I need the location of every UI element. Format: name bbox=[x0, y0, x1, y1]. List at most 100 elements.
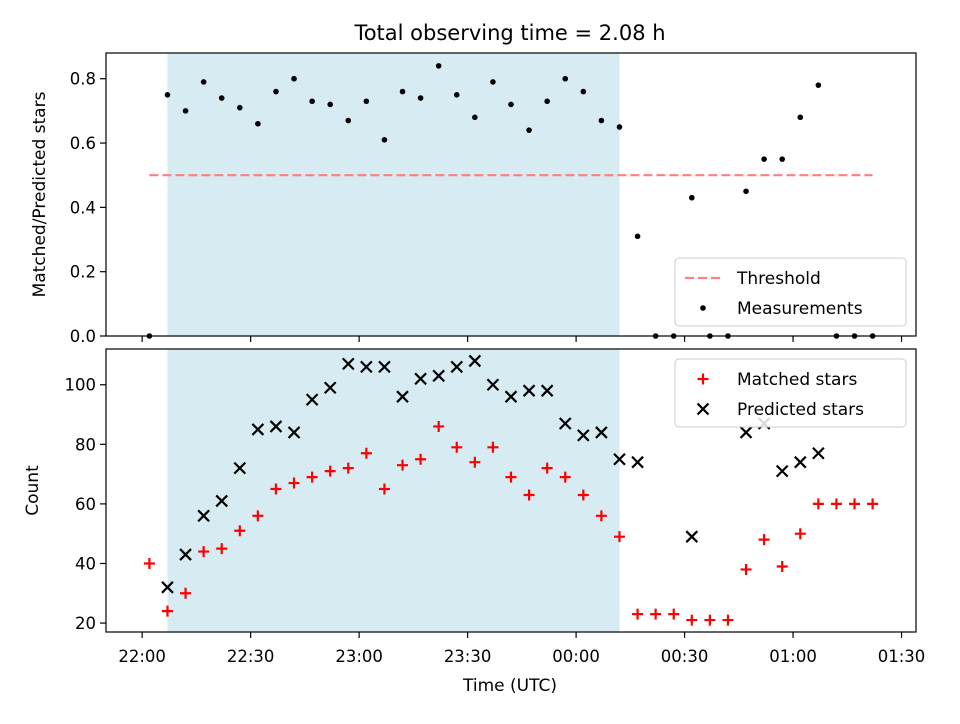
data-point bbox=[179, 548, 192, 561]
data-point bbox=[486, 378, 500, 392]
data-point bbox=[776, 560, 788, 572]
data-point bbox=[433, 420, 445, 432]
data-point bbox=[616, 124, 623, 130]
data-point bbox=[598, 117, 605, 124]
y-tick-label: 0.6 bbox=[70, 134, 96, 153]
y-tick-label: 0.4 bbox=[70, 198, 96, 217]
data-point bbox=[830, 498, 842, 510]
data-point bbox=[341, 357, 355, 371]
data-point bbox=[580, 88, 587, 95]
top-plot-frame bbox=[105, 52, 917, 337]
data-point bbox=[849, 498, 861, 510]
y-tick-label: 0.0 bbox=[70, 327, 96, 346]
bottom-series bbox=[143, 354, 879, 626]
data-point bbox=[775, 464, 789, 478]
data-point bbox=[815, 82, 822, 88]
bottom-y-axis: 20 40 60 80 100 bbox=[65, 376, 106, 633]
observing-window-shade bbox=[167, 349, 620, 632]
y-tick-label: 40 bbox=[75, 554, 96, 573]
data-point bbox=[558, 417, 572, 430]
top-y-axis-label: Matched/Predicted stars bbox=[30, 91, 50, 297]
bottom-legend: Matched stars Predicted stars bbox=[674, 358, 907, 428]
x-tick-label: 22:30 bbox=[227, 647, 275, 666]
bottom-x-axis: 22:00 22:30 23:00 23:30 00:00 00:30 01:00 01:30 bbox=[118, 632, 925, 666]
data-point bbox=[812, 446, 825, 460]
data-point bbox=[668, 608, 680, 620]
data-point bbox=[472, 114, 478, 121]
data-point bbox=[378, 483, 390, 495]
data-point bbox=[632, 608, 644, 620]
data-point bbox=[541, 462, 553, 474]
data-point bbox=[236, 104, 243, 111]
data-point bbox=[270, 483, 282, 495]
legend-label: Measurements bbox=[737, 299, 863, 319]
top-panel: 0.00.20.40.60.8 Matched/Predicted stars … bbox=[30, 52, 917, 346]
data-point bbox=[161, 605, 173, 617]
data-point bbox=[251, 423, 265, 436]
data-point bbox=[269, 420, 283, 433]
data-point bbox=[182, 108, 189, 114]
data-point bbox=[180, 587, 192, 599]
data-point bbox=[595, 510, 607, 522]
data-point bbox=[469, 456, 481, 468]
data-point bbox=[758, 534, 770, 546]
bottom-y-axis-label: Count bbox=[23, 465, 43, 516]
top-y-axis: 0.0 0.2 0.4 0.6 0.8 bbox=[70, 70, 106, 346]
y-tick-label: 0.8 bbox=[70, 70, 96, 89]
data-point bbox=[197, 509, 210, 523]
x-tick-label: 01:30 bbox=[878, 647, 926, 666]
x-axis-label: Time (UTC) bbox=[462, 676, 557, 696]
observing-window-shade bbox=[167, 53, 620, 336]
data-point bbox=[432, 369, 445, 383]
data-point bbox=[562, 75, 569, 82]
data-point bbox=[198, 546, 210, 558]
data-point bbox=[722, 614, 734, 626]
data-point bbox=[306, 471, 318, 483]
data-point bbox=[794, 455, 807, 469]
bottom-plot-frame bbox=[105, 348, 917, 633]
data-point bbox=[233, 461, 247, 475]
data-point bbox=[323, 381, 337, 395]
data-point bbox=[397, 459, 409, 471]
x-tick-label: 00:30 bbox=[661, 647, 709, 666]
data-point bbox=[490, 79, 496, 85]
data-point bbox=[631, 455, 644, 469]
data-point bbox=[218, 95, 225, 101]
bottom-panel: 20 40 60 80 100 22:00 22:30 23:00 23:30 00:00 00:… bbox=[23, 348, 925, 666]
data-point bbox=[451, 441, 463, 453]
data-point bbox=[544, 98, 550, 105]
x-tick-label: 23:00 bbox=[335, 647, 383, 666]
data-point bbox=[685, 530, 699, 543]
data-point bbox=[252, 510, 264, 522]
data-point bbox=[577, 489, 589, 501]
data-point bbox=[613, 452, 626, 466]
data-point bbox=[595, 426, 608, 439]
data-point bbox=[435, 63, 442, 69]
data-point bbox=[650, 608, 662, 620]
data-point bbox=[523, 489, 535, 501]
data-point bbox=[215, 494, 228, 508]
series-measurements bbox=[146, 63, 876, 339]
data-point bbox=[305, 393, 319, 406]
x-tick-label: 22:00 bbox=[118, 647, 166, 666]
data-point bbox=[327, 101, 333, 108]
legend-box bbox=[674, 257, 907, 327]
legend-marker bbox=[697, 373, 709, 385]
data-point bbox=[634, 233, 641, 240]
legend-marker bbox=[696, 402, 710, 416]
chart-title: Total observing time = 2.08 h bbox=[353, 21, 665, 45]
x-tick-label: 23:30 bbox=[444, 647, 492, 666]
data-point bbox=[324, 465, 336, 477]
data-point bbox=[161, 581, 174, 594]
y-tick-label: 20 bbox=[75, 614, 96, 633]
data-point bbox=[867, 498, 879, 510]
y-tick-label: 80 bbox=[75, 435, 96, 454]
data-point bbox=[704, 614, 716, 626]
data-point bbox=[200, 79, 207, 85]
y-tick-label: 60 bbox=[75, 495, 96, 514]
data-point bbox=[812, 498, 824, 510]
bottom-observing-window bbox=[167, 349, 620, 632]
data-point bbox=[779, 156, 786, 162]
data-point bbox=[505, 471, 517, 483]
